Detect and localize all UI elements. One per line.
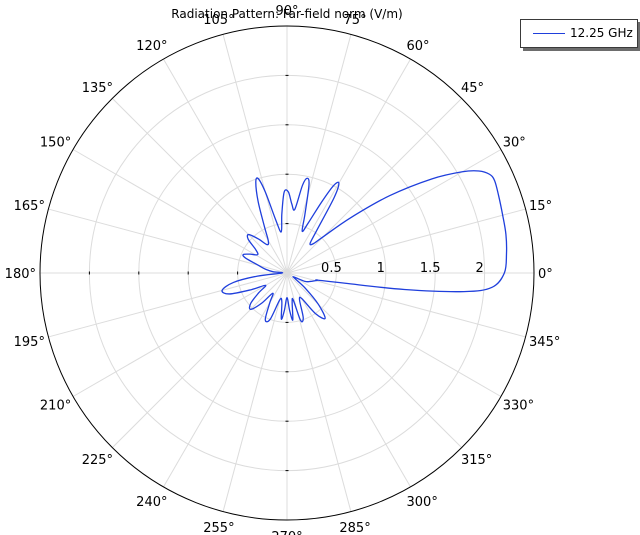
grid-spoke-13 — [48, 272, 288, 338]
grid-spoke-23 — [286, 272, 526, 338]
grid-spoke-3 — [286, 97, 463, 274]
angle-label-285: 285° — [339, 521, 370, 535]
angle-label-270: 270° — [271, 530, 302, 535]
angle-label-180: 180° — [5, 267, 36, 282]
plot-boundary-circle — [39, 25, 535, 521]
series-line-0 — [221, 170, 508, 323]
angle-label-120: 120° — [136, 39, 167, 54]
angle-label-315: 315° — [461, 453, 492, 468]
grid-spoke-21 — [286, 272, 463, 449]
grid-spoke-5 — [286, 34, 352, 274]
angle-label-330: 330° — [503, 399, 534, 414]
data-series — [221, 170, 508, 323]
radial-label-0: 0.5 — [321, 261, 342, 276]
angle-label-150: 150° — [40, 136, 71, 151]
grid-spoke-7 — [222, 34, 288, 274]
grid-spoke-16 — [163, 272, 288, 488]
angle-label-210: 210° — [40, 399, 71, 414]
radial-label-1: 1 — [377, 261, 385, 276]
angle-label-135: 135° — [82, 81, 113, 96]
angle-label-240: 240° — [136, 495, 167, 510]
legend: 12.25 GHz — [520, 19, 638, 48]
angle-label-225: 225° — [82, 453, 113, 468]
chart-title: Radiation Pattern: Far-field norm (V/m) — [171, 7, 402, 21]
angle-label-90: 90° — [275, 4, 298, 19]
angle-label-195: 195° — [14, 335, 45, 350]
grid-spoke-11 — [48, 208, 288, 274]
angle-label-345: 345° — [529, 335, 560, 350]
angle-label-75: 75° — [344, 13, 367, 28]
grid-spoke-8 — [163, 58, 288, 274]
angle-label-45: 45° — [461, 81, 484, 96]
grid-spoke-14 — [72, 272, 288, 397]
grid-spoke-1 — [286, 208, 526, 274]
grid-spoke-9 — [111, 97, 288, 274]
legend-series-line — [533, 33, 565, 34]
angle-label-300: 300° — [407, 495, 438, 510]
grid-spoke-17 — [222, 272, 288, 512]
grid-spoke-4 — [286, 58, 411, 274]
angle-label-30: 30° — [503, 136, 526, 151]
grid-spoke-10 — [72, 149, 288, 274]
grid-spoke-22 — [286, 272, 502, 397]
grid-spoke-15 — [111, 272, 288, 449]
legend-series-label: 12.25 GHz — [570, 26, 633, 40]
grid-spoke-2 — [286, 149, 502, 274]
radial-label-3: 2 — [475, 261, 483, 276]
angle-label-60: 60° — [407, 39, 430, 54]
radial-label-2: 1.5 — [420, 261, 441, 276]
grid-spoke-20 — [286, 272, 411, 488]
angle-tick-labels: 0° 15° 30° 45° 60° 75° 90° 105° 120° 135° 150° 165°… — [5, 4, 561, 535]
angle-label-255: 255° — [203, 521, 234, 535]
radial-axis-ticks — [88, 74, 289, 472]
angle-label-105: 105° — [203, 13, 234, 28]
angle-label-0: 0° — [538, 267, 553, 282]
angle-label-15: 15° — [529, 199, 552, 214]
angle-label-165: 165° — [14, 199, 45, 214]
polar-grid — [40, 26, 534, 520]
radial-tick-labels: 0.5 1 1.5 2 — [321, 261, 484, 276]
